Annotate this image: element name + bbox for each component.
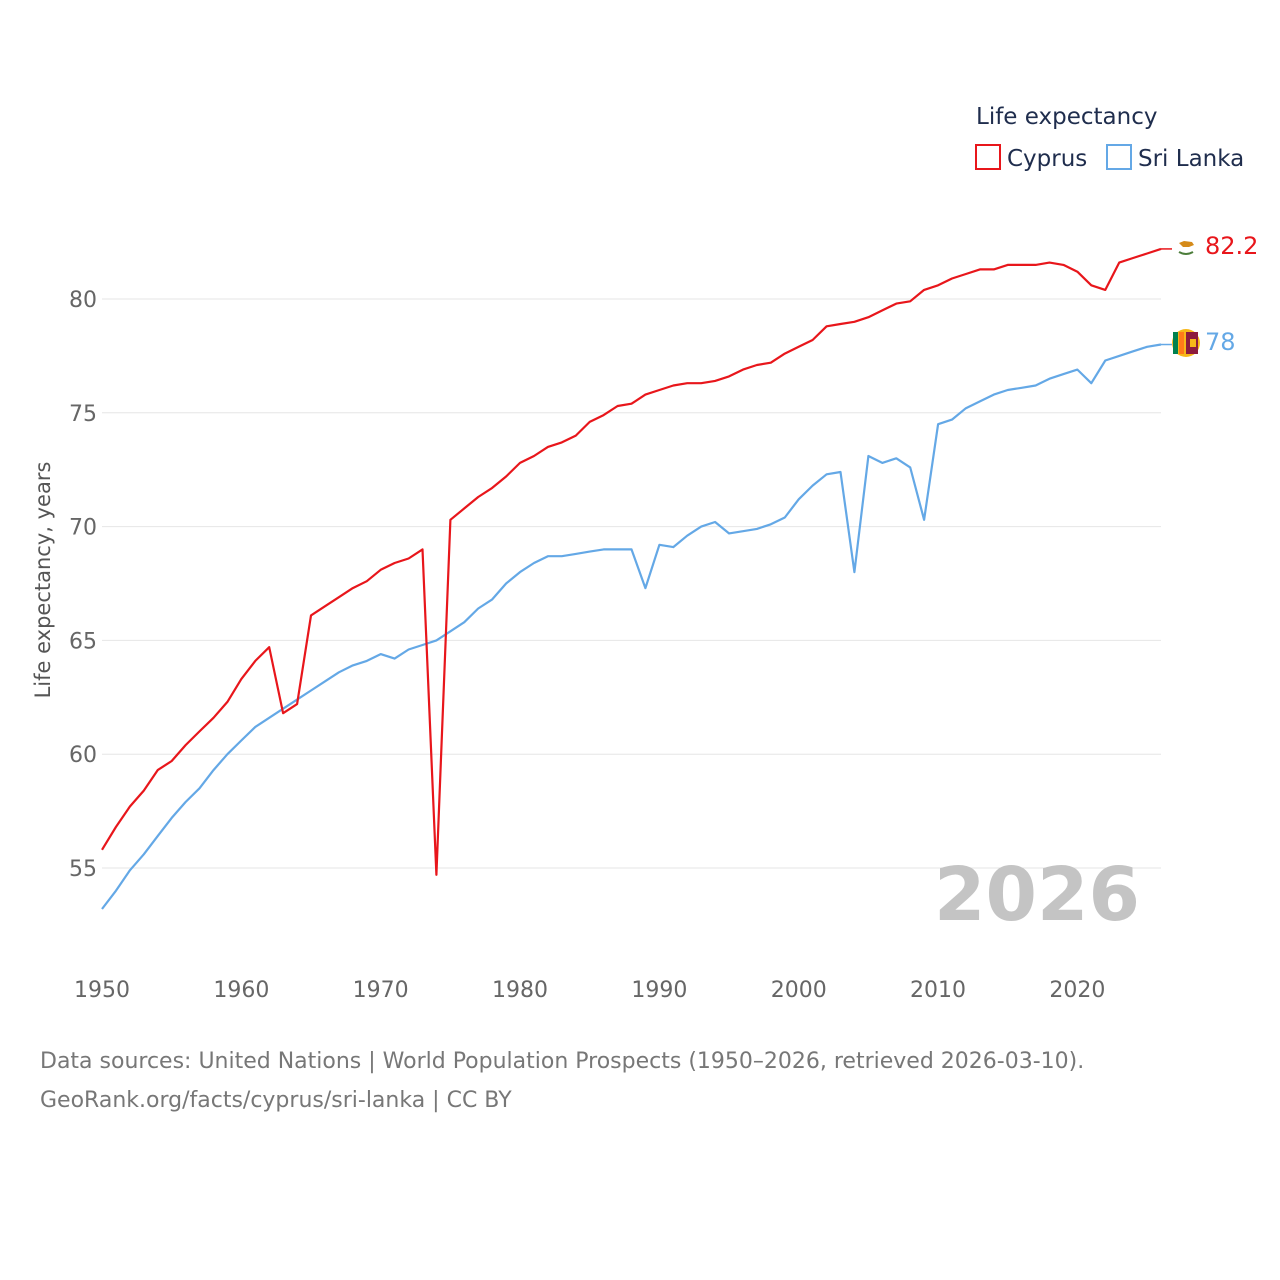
x-tick-label: 1990 bbox=[631, 978, 687, 1003]
series-line-cyprus[interactable] bbox=[101, 247, 1162, 876]
x-tick-label: 1970 bbox=[353, 978, 409, 1003]
y-tick-label: 75 bbox=[69, 402, 97, 427]
y-tick-label: 65 bbox=[69, 629, 97, 654]
legend-item-sri-lanka[interactable]: Sri Lanka bbox=[1106, 144, 1244, 172]
x-axis: 1950 1960 1970 1980 1990 2000 2010 2020 bbox=[74, 978, 1105, 1003]
x-tick-label: 1950 bbox=[74, 978, 130, 1003]
current-year-watermark: 2026 bbox=[934, 852, 1140, 938]
series-lines bbox=[101, 247, 1172, 910]
y-axis: 55 60 65 70 75 80 bbox=[69, 288, 97, 882]
x-tick-label: 2010 bbox=[910, 978, 966, 1003]
grid-lines bbox=[102, 298, 1161, 869]
legend-title: Life expectancy bbox=[976, 104, 1157, 130]
series-line-sri-lanka[interactable] bbox=[101, 343, 1162, 910]
y-tick-label: 55 bbox=[69, 857, 97, 882]
sri-lanka-end-value: 78 bbox=[1205, 328, 1236, 356]
y-tick-label: 60 bbox=[69, 743, 97, 768]
attribution-link[interactable]: GeoRank.org/facts/cyprus/sri-lanka | CC … bbox=[40, 1088, 512, 1113]
legend-swatch-sri-lanka bbox=[1106, 144, 1132, 170]
cyprus-flag-icon bbox=[1173, 234, 1199, 260]
x-tick-label: 2000 bbox=[771, 978, 827, 1003]
footer: Data sources: United Nations | World Pop… bbox=[40, 1042, 1084, 1120]
legend-label-sri-lanka: Sri Lanka bbox=[1138, 146, 1244, 172]
x-tick-label: 1980 bbox=[492, 978, 548, 1003]
y-tick-label: 80 bbox=[69, 288, 97, 313]
data-source-text: Data sources: United Nations | World Pop… bbox=[40, 1049, 1085, 1074]
y-tick-label: 70 bbox=[69, 516, 97, 541]
life-expectancy-chart: 55 60 65 70 75 80 1950 1960 1970 1980 1990 2000 201… bbox=[31, 104, 1258, 1003]
y-axis-label: Life expectancy, years bbox=[31, 462, 55, 699]
x-tick-label: 1960 bbox=[213, 978, 269, 1003]
legend-swatch-cyprus bbox=[975, 144, 1001, 170]
legend-label-cyprus: Cyprus bbox=[1007, 146, 1087, 172]
legend: Life expectancy Cyprus Sri Lanka bbox=[975, 104, 1244, 172]
cyprus-end-value: 82.2 bbox=[1205, 232, 1258, 260]
legend-item-cyprus[interactable]: Cyprus bbox=[975, 144, 1087, 172]
x-tick-label: 2020 bbox=[1049, 978, 1105, 1003]
sri-lanka-flag-icon bbox=[1172, 329, 1200, 357]
